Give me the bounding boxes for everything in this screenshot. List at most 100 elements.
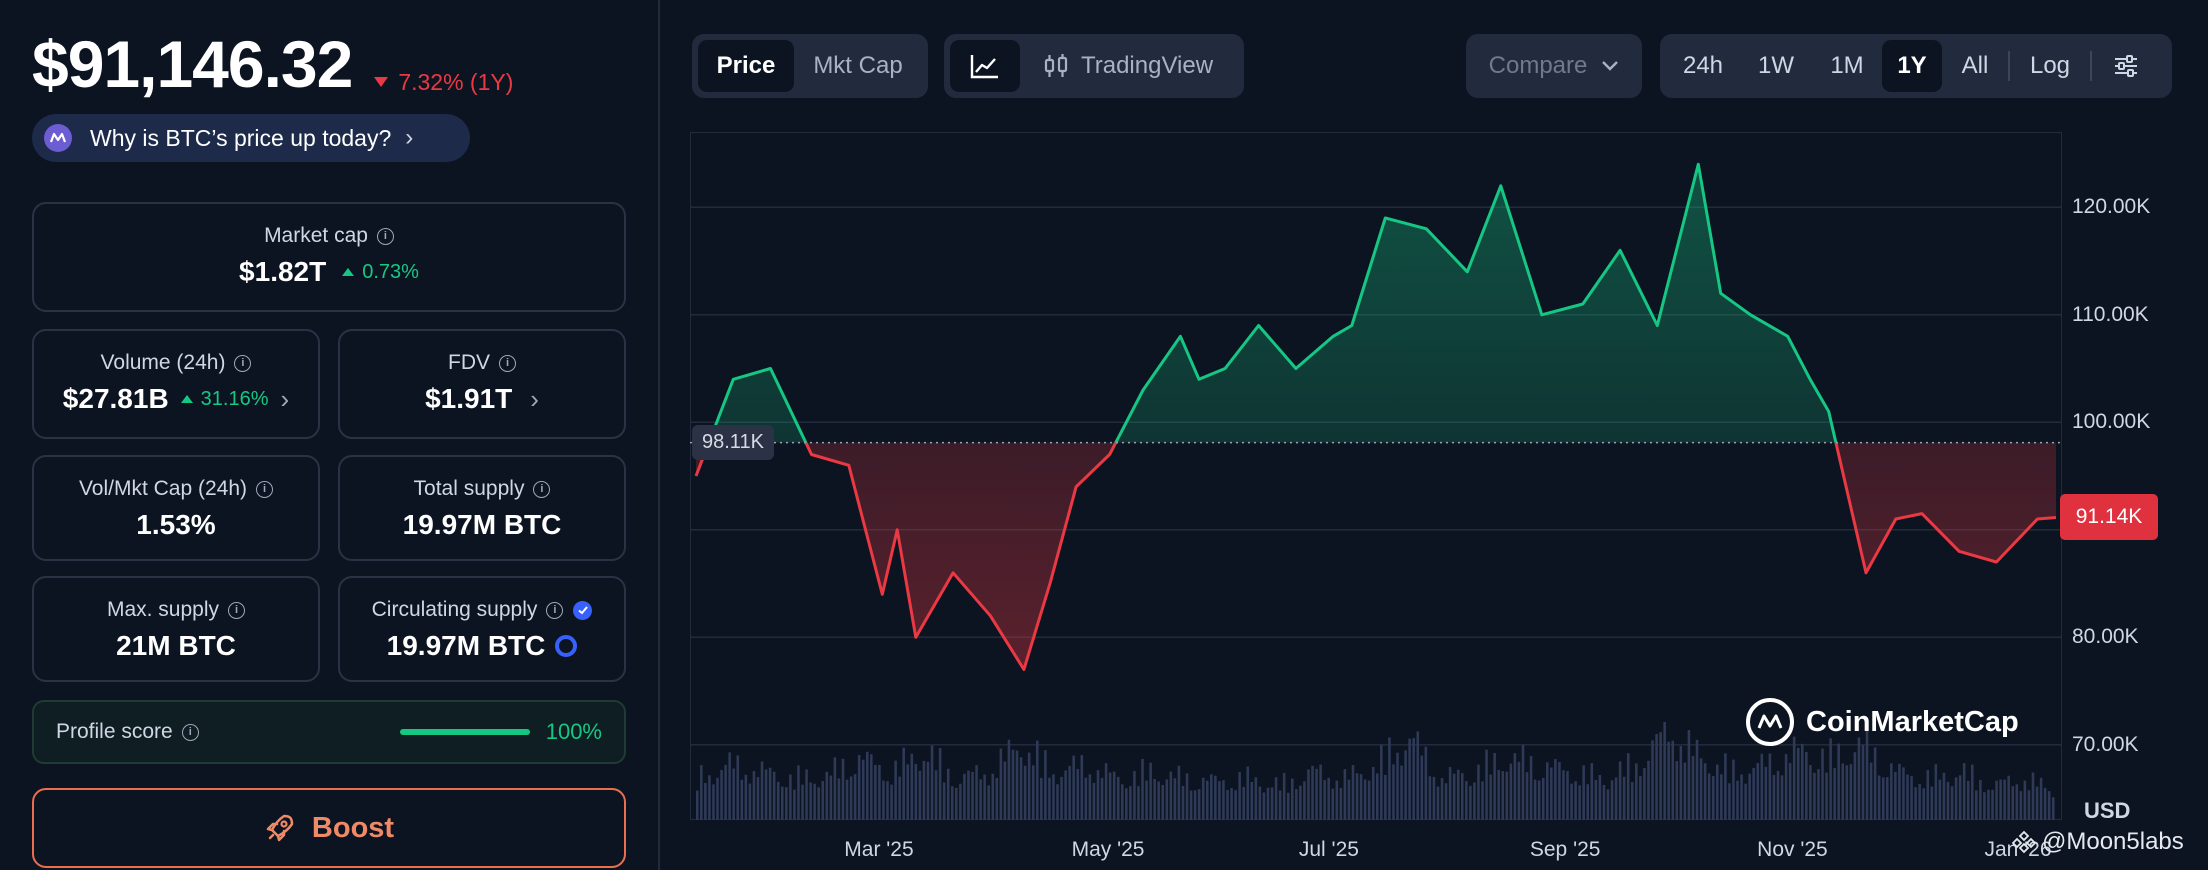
volume-bar <box>1137 786 1140 820</box>
volume-bar <box>918 770 922 820</box>
x-tick-label: May '25 <box>1071 838 1145 861</box>
info-icon[interactable]: i <box>181 723 199 741</box>
info-icon[interactable]: i <box>256 480 274 498</box>
volume-bar <box>870 754 873 820</box>
volume-bar <box>942 782 946 820</box>
log-scale-toggle[interactable]: Log <box>2029 52 2071 79</box>
volume-bar <box>829 775 833 820</box>
volume-bar <box>1898 763 1901 820</box>
volume-bar <box>1015 750 1019 820</box>
range-24h[interactable]: 24h <box>1682 52 1724 79</box>
volume-card[interactable]: Volume (24h) i $27.81B 31.16% › <box>32 329 320 439</box>
volume-bar <box>922 760 926 820</box>
tab-mkt-cap[interactable]: Mkt Cap <box>813 52 903 79</box>
volume-bar <box>1521 744 1525 820</box>
coinmarketcap-logo: CoinMarketCap <box>1746 698 2019 746</box>
caret-up-icon <box>180 395 193 403</box>
volume-bar <box>1444 783 1448 820</box>
volume-bar <box>995 777 999 820</box>
volume-bar <box>910 753 914 820</box>
volume-bar <box>1299 785 1302 820</box>
volume-bar <box>1262 792 1266 820</box>
fdv-card[interactable]: FDV i $1.91T › <box>338 329 626 439</box>
line-chart-button[interactable] <box>950 40 1020 92</box>
volume-bar <box>1388 737 1391 820</box>
range-all[interactable]: All <box>1961 52 1989 79</box>
info-icon[interactable]: i <box>234 354 252 372</box>
volume-bar <box>2035 786 2039 820</box>
volume-bar <box>1602 784 1606 820</box>
volume-bar <box>1764 766 1768 820</box>
volume-bar <box>1112 771 1116 820</box>
volume-bar <box>1088 774 1092 820</box>
price-chart[interactable] <box>690 132 2062 820</box>
volume-bar <box>813 783 816 820</box>
chart-settings-button[interactable] <box>2092 40 2160 92</box>
volume-bar <box>882 780 885 820</box>
volume-bar <box>1040 777 1043 820</box>
circulating-supply-label-row: Circulating supply i <box>340 598 624 622</box>
time-range-tabs: 24h 1W 1M 1Y All Log <box>1660 34 2172 98</box>
info-icon[interactable]: i <box>228 601 246 619</box>
price-header: $91,146.32 7.32% (1Y) <box>32 26 513 102</box>
volume-bar <box>1906 774 1909 820</box>
compare-select[interactable]: Compare <box>1466 40 1642 92</box>
volume-bar <box>756 777 760 820</box>
volume-bar <box>1529 756 1533 820</box>
y-tick-label: 110.00K <box>2072 302 2149 326</box>
info-icon[interactable]: i <box>376 227 394 245</box>
volume-bar <box>1772 774 1776 820</box>
volume-bar <box>1210 774 1213 820</box>
volume-bar <box>1465 781 1468 820</box>
volume-bar <box>821 780 825 820</box>
volume-bar <box>1481 781 1484 820</box>
volume-bar <box>930 745 934 820</box>
volume-bar <box>1987 789 1990 820</box>
max-supply-label: Max. supply <box>106 598 220 621</box>
volume-bar <box>740 779 744 820</box>
reference-price-tag: 98.11K <box>692 424 774 460</box>
volume-bar <box>946 768 950 820</box>
volume-bar <box>1303 781 1306 820</box>
volume-bar <box>1044 750 1047 820</box>
volume-bar <box>1473 782 1476 820</box>
volume-bar <box>728 752 731 820</box>
info-icon[interactable]: i <box>533 480 551 498</box>
volume-bar <box>861 759 865 820</box>
volume-bar <box>1574 781 1577 820</box>
volume-bar <box>1886 777 1889 820</box>
volume-bar <box>1631 782 1634 820</box>
volume-bar <box>1780 775 1784 820</box>
tab-price[interactable]: Price <box>698 40 794 92</box>
range-1y[interactable]: 1Y <box>1882 40 1942 92</box>
range-1w[interactable]: 1W <box>1758 52 1794 79</box>
total-supply-card: Total supply i 19.97M BTC <box>338 455 626 561</box>
volume-bar <box>857 755 861 820</box>
volume-bar <box>1416 731 1420 820</box>
tradingview-button[interactable]: TradingView <box>1020 40 1236 92</box>
volume-bar <box>700 765 703 820</box>
boost-button[interactable]: Boost <box>32 788 626 868</box>
vol-mkt-cap-label-row: Vol/Mkt Cap (24h) i <box>34 477 318 501</box>
why-price-up-link[interactable]: Why is BTC’s price up today? › <box>32 114 470 162</box>
volume-bar <box>979 779 982 820</box>
profile-score-value: 100% <box>545 719 602 744</box>
range-1m[interactable]: 1M <box>1830 52 1864 79</box>
volume-bar <box>1873 747 1877 820</box>
volume-bar <box>1776 770 1780 820</box>
volume-bar <box>1720 774 1723 820</box>
price-change: 7.32% (1Y) <box>374 69 513 96</box>
volume-bar <box>1845 765 1849 820</box>
info-icon[interactable]: i <box>499 354 516 372</box>
volume-bar <box>1683 762 1687 820</box>
volume-bar <box>2011 786 2015 820</box>
volume-bar <box>1877 775 1881 820</box>
info-icon[interactable]: i <box>546 601 564 619</box>
volume-bar <box>1315 768 1318 820</box>
volume-bar <box>1695 739 1699 820</box>
volume-bar <box>1934 764 1938 820</box>
volume-bar <box>1618 761 1622 820</box>
compare-dropdown[interactable]: Compare <box>1466 34 1642 98</box>
volume-bar <box>1011 749 1015 820</box>
volume-bar <box>1493 753 1496 820</box>
